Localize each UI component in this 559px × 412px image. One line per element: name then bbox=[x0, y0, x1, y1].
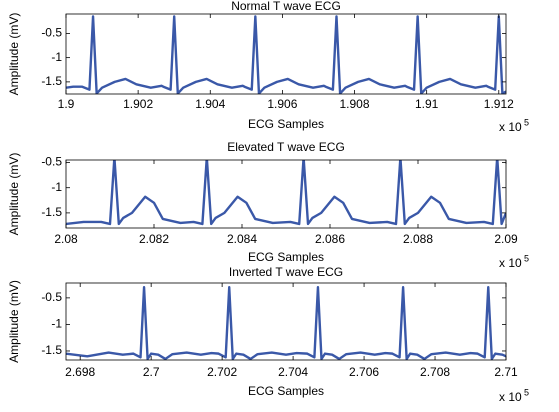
x-scale-label: x 10 bbox=[499, 390, 522, 404]
x-tick-label: 2.704 bbox=[278, 365, 308, 379]
y-axis-label: Amplitude (mV) bbox=[7, 13, 21, 96]
y-tick-label: -1 bbox=[51, 180, 62, 194]
y-tick-label: -1.5 bbox=[41, 343, 62, 357]
x-tick-label: 2.08 bbox=[54, 232, 78, 246]
chart-title: Inverted T wave ECG bbox=[229, 265, 343, 279]
y-axis-label: Amplitude (mV) bbox=[7, 153, 21, 236]
x-tick-label: 1.908 bbox=[340, 97, 370, 111]
x-tick-label: 1.906 bbox=[267, 97, 297, 111]
x-tick-label: 1.912 bbox=[484, 97, 514, 111]
plot-area bbox=[66, 160, 506, 228]
y-tick-label: -0.5 bbox=[41, 290, 62, 304]
ecg-line bbox=[66, 160, 506, 226]
axes-box bbox=[65, 159, 507, 229]
x-scale-label: x 10 bbox=[499, 120, 522, 134]
x-tick-label: 2.09 bbox=[494, 232, 518, 246]
x-tick-label: 1.902 bbox=[123, 97, 153, 111]
x-tick-label: 1.904 bbox=[195, 97, 225, 111]
x-tick-label: 1.9 bbox=[58, 97, 75, 111]
x-axis-label: ECG Samples bbox=[248, 250, 324, 264]
x-tick-label: 2.71 bbox=[494, 365, 518, 379]
x-tick-label: 2.7 bbox=[143, 365, 160, 379]
y-tick-label: -1 bbox=[51, 317, 62, 331]
x-tick-label: 2.702 bbox=[207, 365, 237, 379]
y-tick-label: -0.5 bbox=[41, 26, 62, 40]
x-tick-label: 2.084 bbox=[227, 232, 257, 246]
x-scale-exponent: 5 bbox=[524, 117, 529, 127]
x-tick-label: 1.91 bbox=[415, 97, 439, 111]
x-axis-label: ECG Samples bbox=[248, 384, 324, 398]
x-tick-label: 2.698 bbox=[65, 365, 95, 379]
y-tick-label: -1 bbox=[51, 50, 62, 64]
y-tick-label: -0.5 bbox=[41, 155, 62, 169]
ecg-line bbox=[66, 286, 506, 360]
y-tick-label: -1.5 bbox=[41, 205, 62, 219]
x-scale-label: x 10 bbox=[499, 256, 522, 270]
x-axis-label: ECG Samples bbox=[248, 117, 324, 131]
x-scale-exponent: 5 bbox=[524, 387, 529, 397]
x-tick-label: 2.086 bbox=[315, 232, 345, 246]
x-tick-label: 2.088 bbox=[403, 232, 433, 246]
y-tick-label: -1.5 bbox=[41, 74, 62, 88]
subplot: 2.698 2.7 2.702 2.704 2.706 2.708 2.71 -1.5 -1 -0… bbox=[7, 265, 529, 404]
axes-box bbox=[65, 13, 507, 95]
x-tick-label: 2.082 bbox=[139, 232, 169, 246]
subplot: 2.08 2.082 2.084 2.086 2.088 2.09 -1.5 -1 -0.5 El… bbox=[7, 140, 529, 270]
chart-title: Normal T wave ECG bbox=[231, 0, 341, 13]
y-axis-label: Amplitude (mV) bbox=[7, 280, 21, 363]
chart-title: Elevated T wave ECG bbox=[227, 140, 345, 154]
x-scale-exponent: 5 bbox=[524, 253, 529, 263]
x-tick-label: 2.708 bbox=[420, 365, 450, 379]
axes-box bbox=[65, 282, 507, 361]
subplot: 1.9 1.902 1.904 1.906 1.908 1.91 1.912 -1.5 -1 -0… bbox=[7, 0, 529, 134]
x-tick-label: 2.706 bbox=[349, 365, 379, 379]
ecg-line bbox=[66, 15, 506, 94]
plot-area bbox=[66, 283, 506, 360]
